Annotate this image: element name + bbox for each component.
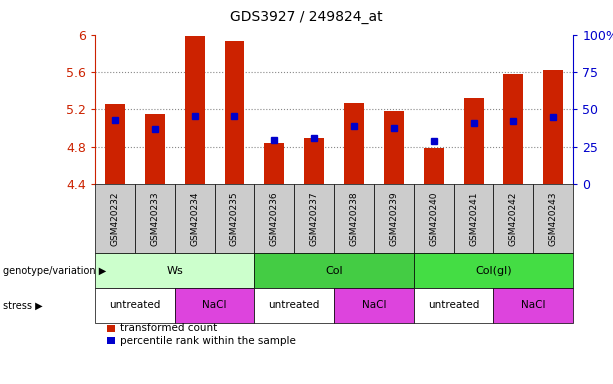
Text: genotype/variation ▶: genotype/variation ▶: [3, 266, 106, 276]
Text: percentile rank within the sample: percentile rank within the sample: [120, 336, 296, 346]
Text: GSM420240: GSM420240: [429, 192, 438, 246]
Text: GSM420234: GSM420234: [190, 192, 199, 246]
Bar: [543, 70, 563, 184]
Text: Ws: Ws: [166, 266, 183, 276]
Text: Col(gl): Col(gl): [475, 266, 512, 276]
Text: GSM420239: GSM420239: [389, 192, 398, 246]
Text: stress ▶: stress ▶: [3, 300, 43, 310]
Text: GSM420238: GSM420238: [349, 192, 359, 246]
Bar: [185, 36, 205, 184]
Text: GSM420243: GSM420243: [549, 192, 558, 246]
Text: untreated: untreated: [109, 300, 161, 310]
Text: GSM420236: GSM420236: [270, 192, 279, 246]
Bar: [503, 74, 524, 184]
Bar: [145, 114, 165, 184]
Text: GSM420235: GSM420235: [230, 192, 239, 246]
Text: GSM420241: GSM420241: [469, 192, 478, 246]
Text: NaCl: NaCl: [202, 300, 227, 310]
Text: NaCl: NaCl: [362, 300, 386, 310]
Text: untreated: untreated: [268, 300, 320, 310]
Bar: [384, 111, 404, 184]
Bar: [224, 41, 245, 184]
Text: NaCl: NaCl: [521, 300, 546, 310]
Text: GSM420237: GSM420237: [310, 192, 319, 246]
Text: GSM420232: GSM420232: [110, 192, 120, 246]
Text: transformed count: transformed count: [120, 323, 218, 333]
Text: GSM420233: GSM420233: [150, 192, 159, 246]
Bar: [264, 143, 284, 184]
Text: GSM420242: GSM420242: [509, 192, 518, 246]
Text: Col: Col: [326, 266, 343, 276]
Text: GDS3927 / 249824_at: GDS3927 / 249824_at: [230, 10, 383, 23]
Bar: [105, 104, 125, 184]
Bar: [344, 103, 364, 184]
Text: untreated: untreated: [428, 300, 479, 310]
Bar: [304, 137, 324, 184]
Bar: [424, 148, 444, 184]
Bar: [463, 98, 484, 184]
